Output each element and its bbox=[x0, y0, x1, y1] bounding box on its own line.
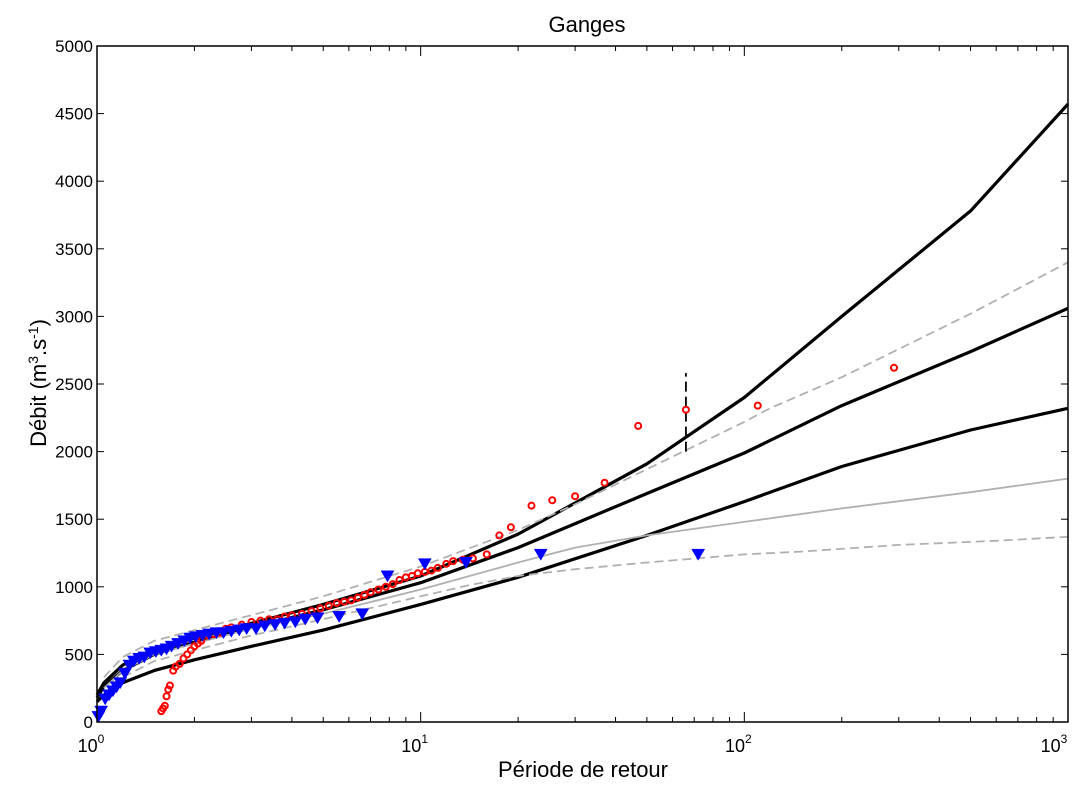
curve-black-solid bbox=[95, 406, 1069, 703]
red-observation-point bbox=[427, 566, 436, 575]
y-tick-label: 1500 bbox=[55, 510, 93, 529]
blue-observation-point bbox=[417, 558, 432, 571]
y-tick-label: 3000 bbox=[55, 307, 93, 326]
blue-observation-point bbox=[277, 617, 292, 630]
observations-red bbox=[157, 363, 898, 716]
red-observation-point bbox=[449, 557, 458, 566]
blue-observation-point bbox=[224, 625, 239, 638]
curve-black-solid bbox=[95, 103, 1070, 696]
y-axis-label-end: ) bbox=[26, 319, 51, 326]
red-observation-point bbox=[374, 585, 383, 594]
y-axis-label-superscript-2: -1 bbox=[25, 326, 41, 339]
red-observation-point bbox=[340, 597, 349, 606]
y-tick-label: 500 bbox=[65, 645, 93, 664]
red-observation-point bbox=[753, 401, 762, 410]
y-tick-label: 3500 bbox=[55, 240, 93, 259]
red-observation-point bbox=[165, 681, 174, 690]
red-observation-point bbox=[353, 593, 362, 602]
x-tick-label: 100 bbox=[78, 732, 105, 756]
blue-observation-point bbox=[113, 677, 128, 690]
blue-observation-point bbox=[533, 548, 548, 561]
red-observation-point bbox=[360, 590, 369, 599]
red-observation-point bbox=[160, 701, 169, 710]
red-observation-point bbox=[600, 478, 609, 487]
y-axis-label-mid: .s bbox=[26, 339, 51, 356]
red-observation-point bbox=[433, 563, 442, 572]
blue-observation-point bbox=[459, 557, 473, 569]
red-observation-point bbox=[442, 559, 451, 568]
red-observation-point bbox=[316, 604, 325, 613]
red-observation-point bbox=[495, 531, 504, 540]
blue-observation-point bbox=[268, 619, 283, 631]
red-observation-point bbox=[164, 685, 173, 694]
y-tick-label: 0 bbox=[84, 713, 93, 732]
red-observation-point bbox=[324, 601, 333, 610]
blue-observation-point bbox=[310, 612, 325, 625]
red-observation-point bbox=[175, 659, 184, 668]
red-observation-point bbox=[347, 596, 356, 605]
red-observation-point bbox=[413, 569, 422, 578]
red-observation-point bbox=[395, 576, 404, 585]
blue-observation-point bbox=[355, 608, 370, 621]
red-observation-point bbox=[889, 363, 898, 372]
y-tick-label: 5000 bbox=[55, 37, 93, 56]
blue-observation-point bbox=[691, 548, 706, 561]
x-axis-label: Période de retour bbox=[498, 757, 668, 782]
curve-grey-solid bbox=[103, 477, 1069, 689]
y-axis-label-superscript-1: 3 bbox=[25, 356, 41, 364]
chart-title: Ganges bbox=[548, 12, 625, 37]
blue-observation-point bbox=[332, 611, 347, 623]
red-observation-point bbox=[162, 692, 171, 701]
blue-observation-point bbox=[118, 667, 132, 680]
y-tick-label: 4000 bbox=[55, 172, 93, 191]
red-observation-point bbox=[571, 492, 580, 501]
y-axis-label-main: Débit (m bbox=[26, 364, 51, 447]
blue-observation-point bbox=[94, 705, 109, 718]
red-observation-point bbox=[681, 405, 690, 414]
blue-observation-point bbox=[288, 616, 303, 629]
blue-observation-point bbox=[249, 623, 263, 636]
red-observation-point bbox=[527, 501, 536, 510]
x-tick-label: 103 bbox=[1041, 732, 1068, 756]
red-observation-point bbox=[381, 582, 390, 591]
curve-grey-dashed bbox=[103, 261, 1069, 679]
y-tick-label: 1000 bbox=[55, 578, 93, 597]
blue-observation-point bbox=[216, 627, 231, 640]
red-observation-point bbox=[388, 580, 397, 589]
blue-observation-point bbox=[239, 623, 254, 636]
y-axis-ticks: 0 500 1000 1500 2000 2500 3000 3500 4000 4500 5000 bbox=[55, 37, 1068, 732]
red-observation-point bbox=[634, 421, 643, 430]
blue-observation-point bbox=[380, 570, 395, 583]
red-observation-point bbox=[548, 496, 557, 505]
plot-frame bbox=[96, 45, 1069, 723]
observations-blue bbox=[91, 548, 706, 723]
y-tick-label: 4500 bbox=[55, 105, 93, 124]
x-tick-label: 102 bbox=[725, 732, 752, 756]
fitted-curves bbox=[95, 103, 1070, 703]
red-observation-point bbox=[401, 573, 410, 582]
y-tick-label: 2500 bbox=[55, 375, 93, 394]
red-observation-point bbox=[332, 599, 341, 608]
blue-observation-point bbox=[257, 620, 272, 633]
curve-grey-dashed bbox=[103, 535, 1069, 699]
y-tick-label: 2000 bbox=[55, 443, 93, 462]
x-axis-ticks: 100 101 102 103 bbox=[78, 46, 1069, 756]
red-observation-point bbox=[482, 550, 491, 559]
curve-black-solid bbox=[95, 306, 1069, 699]
red-observation-point bbox=[506, 523, 515, 532]
y-axis-label: Débit (m3.s-1) bbox=[25, 319, 51, 447]
red-observation-point bbox=[366, 588, 375, 597]
x-tick-label: 101 bbox=[401, 732, 428, 756]
blue-observation-point bbox=[298, 613, 313, 626]
